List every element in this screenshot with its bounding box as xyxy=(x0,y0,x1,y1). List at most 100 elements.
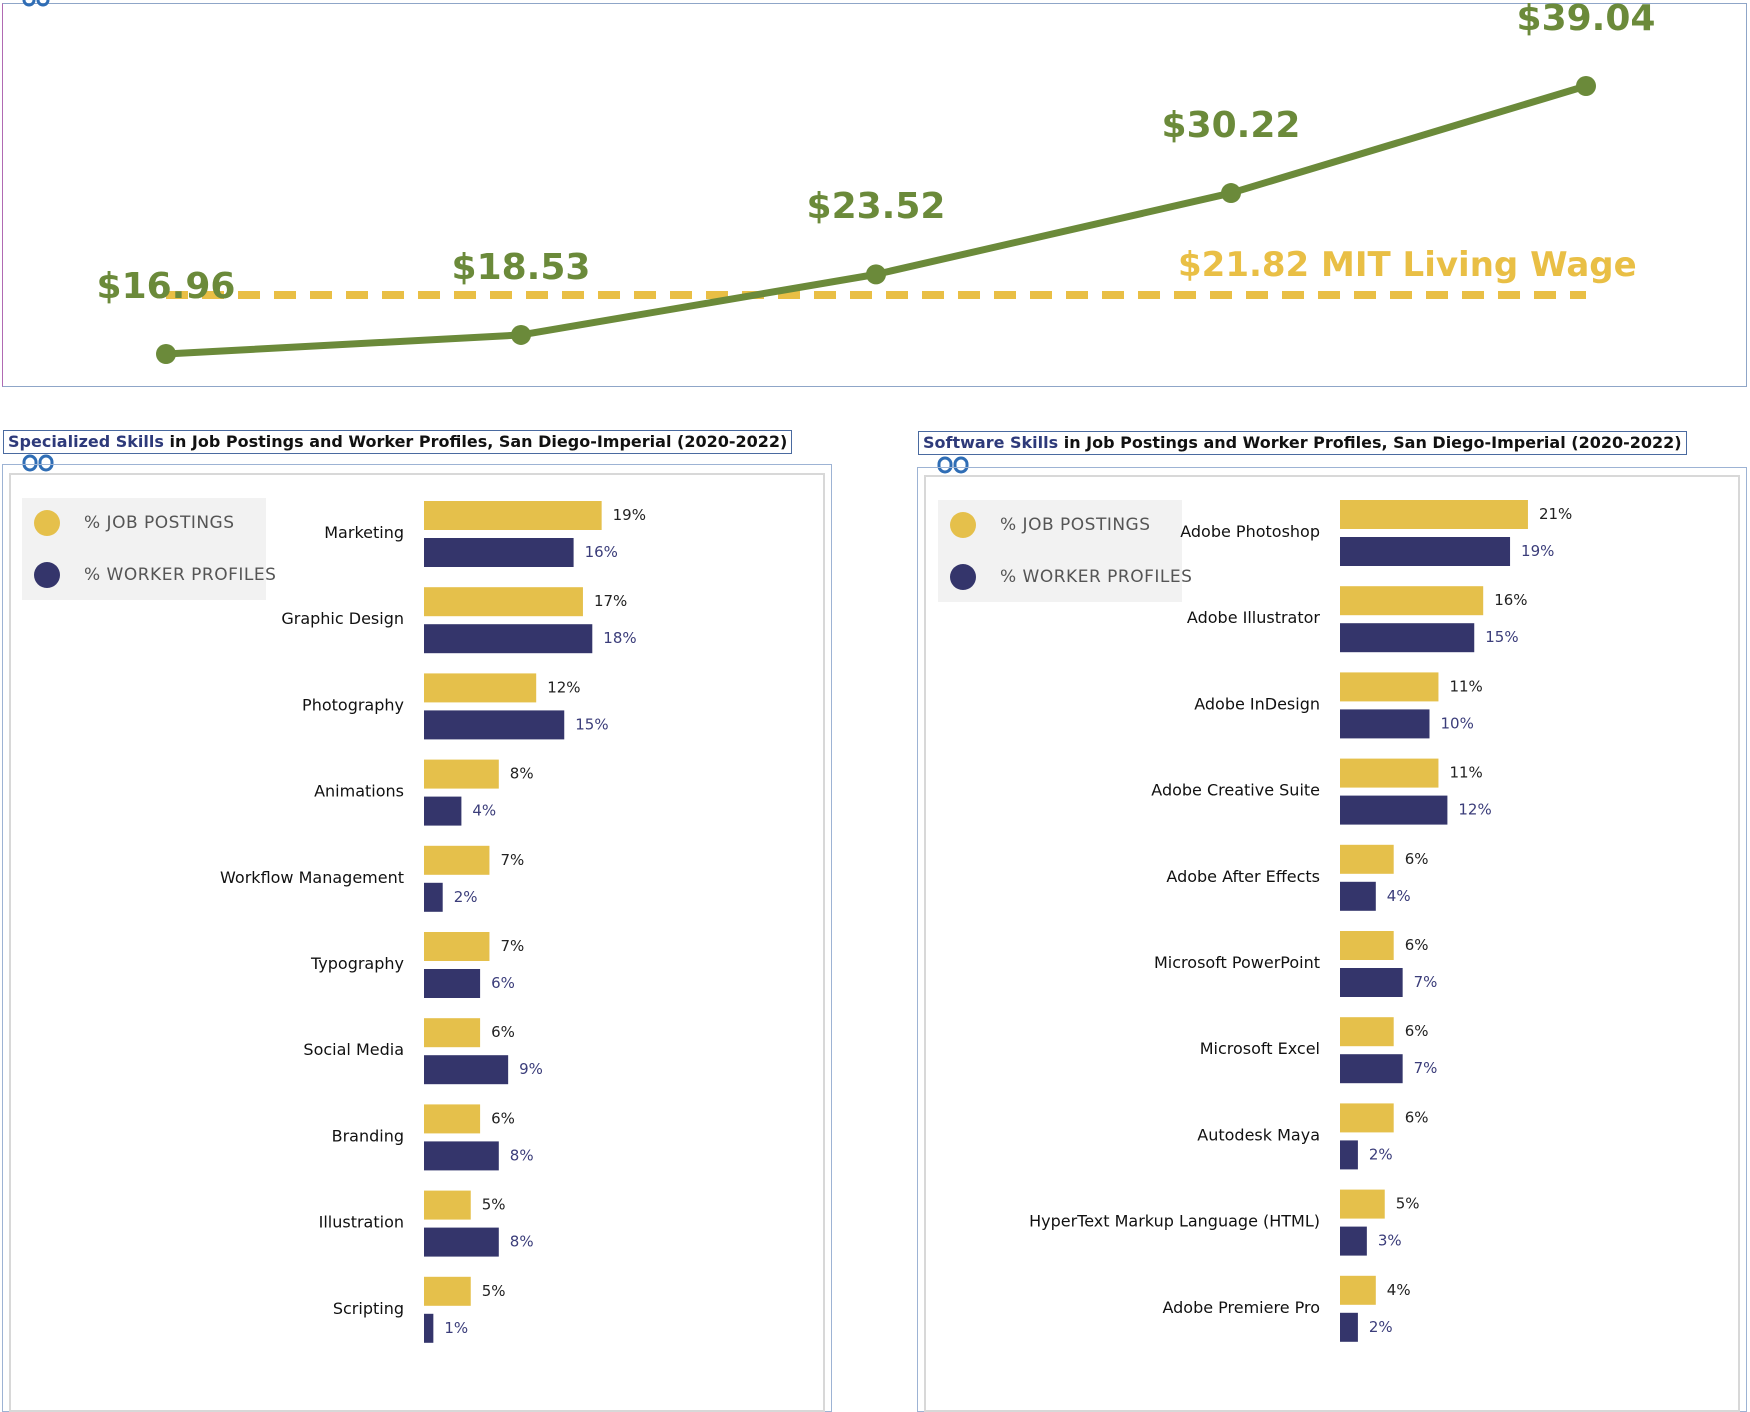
bar-value-label: 12% xyxy=(547,678,580,696)
bar-value-label: 15% xyxy=(1485,628,1518,646)
category-label: Microsoft PowerPoint xyxy=(1154,953,1320,972)
bar-worker-profiles xyxy=(1340,1312,1358,1342)
legend-item-job-postings: % JOB POSTINGS xyxy=(950,512,1151,538)
bar-value-label: 5% xyxy=(482,1282,506,1300)
bar-value-label: 16% xyxy=(585,543,618,561)
bar-value-label: 9% xyxy=(519,1060,543,1078)
legend-label-worker: % WORKER PROFILES xyxy=(1000,567,1193,587)
category-label: Adobe InDesign xyxy=(1194,694,1320,713)
category-label: Adobe Premiere Pro xyxy=(1162,1298,1320,1317)
category-label: Workflow Management xyxy=(220,868,404,887)
bar-worker-profiles xyxy=(424,624,593,654)
legend-swatch-worker xyxy=(34,562,60,588)
wage-point xyxy=(866,264,886,285)
wage-point xyxy=(156,344,176,364)
legend-swatch-worker xyxy=(950,564,976,590)
bar-value-label: 2% xyxy=(1369,1145,1393,1163)
link-icon[interactable] xyxy=(20,0,56,10)
bar-value-label: 6% xyxy=(1405,850,1429,868)
bar-value-label: 10% xyxy=(1441,714,1474,732)
category-group: Graphic Design 17% 18% xyxy=(281,587,637,654)
category-label: Typography xyxy=(310,954,404,973)
bar-value-label: 6% xyxy=(491,1023,515,1041)
bar-worker-profiles xyxy=(424,538,574,567)
legend-item-worker-profiles: % WORKER PROFILES xyxy=(34,562,276,588)
bar-worker-profiles xyxy=(424,796,462,826)
wage-data-label: $16.96 xyxy=(96,266,236,307)
category-label: Adobe Illustrator xyxy=(1187,608,1321,627)
category-label: Adobe After Effects xyxy=(1166,867,1320,886)
bar-value-label: 11% xyxy=(1449,764,1482,782)
bar-worker-profiles xyxy=(424,710,565,740)
bar-worker-profiles xyxy=(1340,709,1430,739)
bar-job-postings xyxy=(1340,586,1484,616)
bar-value-label: 4% xyxy=(1387,887,1411,905)
bar-worker-profiles xyxy=(1340,537,1511,566)
bar-job-postings xyxy=(424,845,490,875)
category-label: Photography xyxy=(302,695,404,714)
bar-value-label: 2% xyxy=(454,888,478,906)
category-group: HyperText Markup Language (HTML) 5% 3% xyxy=(1029,1189,1420,1256)
specialized-skills-title-rest: in Job Postings and Worker Profiles, San… xyxy=(163,432,788,451)
bar-value-label: 18% xyxy=(603,629,636,647)
legend-label-job: % JOB POSTINGS xyxy=(84,513,235,533)
category-group: Microsoft Excel 6% 7% xyxy=(1200,1017,1437,1084)
category-group: Social Media 6% 9% xyxy=(303,1018,543,1085)
bar-job-postings xyxy=(424,1104,481,1134)
category-group: Adobe InDesign 11% 10% xyxy=(1194,672,1483,739)
category-label: Illustration xyxy=(319,1213,404,1232)
bar-worker-profiles xyxy=(1340,795,1448,825)
bar-value-label: 19% xyxy=(1521,542,1554,560)
living-wage-label: $21.82 MIT Living Wage xyxy=(1178,245,1637,285)
bar-job-postings xyxy=(1340,1017,1394,1047)
category-label: Scripting xyxy=(333,1299,404,1318)
bar-value-label: 5% xyxy=(1396,1195,1420,1213)
category-group: Adobe Illustrator 16% 15% xyxy=(1187,586,1528,653)
bar-job-postings xyxy=(1340,931,1394,960)
category-group: Adobe Premiere Pro 4% 2% xyxy=(1162,1275,1411,1342)
specialized-bar-chart: Marketing 19% 16% Graphic Design 17% 18% Photo… xyxy=(220,501,646,1343)
legend-label-job: % JOB POSTINGS xyxy=(1000,515,1151,535)
bar-worker-profiles xyxy=(1340,623,1475,653)
category-group: Illustration 5% 8% xyxy=(319,1190,534,1257)
wage-data-label: $23.52 xyxy=(806,186,946,228)
bar-job-postings xyxy=(1340,1189,1385,1219)
category-group: Adobe After Effects 6% 4% xyxy=(1166,844,1429,911)
bar-value-label: 17% xyxy=(594,592,627,610)
category-group: Typography 7% 6% xyxy=(310,932,524,998)
wage-point xyxy=(1221,183,1241,204)
bar-value-label: 4% xyxy=(1387,1281,1411,1299)
bar-job-postings xyxy=(1340,758,1439,788)
category-group: Microsoft PowerPoint 6% 7% xyxy=(1154,931,1437,997)
legend-item-job-postings: % JOB POSTINGS xyxy=(34,510,235,536)
software-skills-title-highlight: Software Skills xyxy=(923,433,1059,452)
bar-job-postings xyxy=(424,932,490,961)
legend-swatch-job xyxy=(950,512,976,538)
legend-label-worker: % WORKER PROFILES xyxy=(84,565,277,585)
bar-job-postings xyxy=(1340,500,1528,529)
bar-worker-profiles xyxy=(1340,1140,1358,1170)
bar-job-postings xyxy=(1340,844,1394,874)
bar-value-label: 6% xyxy=(491,974,515,992)
category-label: Adobe Photoshop xyxy=(1180,522,1320,541)
specialized-panel-inner xyxy=(9,473,825,1412)
bar-worker-profiles xyxy=(1340,1054,1403,1084)
bar-worker-profiles xyxy=(1340,1226,1367,1256)
bar-worker-profiles xyxy=(424,1227,499,1257)
category-group: Adobe Photoshop 21% 19% xyxy=(1180,500,1572,566)
software-panel-inner xyxy=(924,475,1740,1412)
bar-job-postings xyxy=(424,1018,481,1048)
link-icon[interactable] xyxy=(935,456,975,476)
software-legend: % JOB POSTINGS % WORKER PROFILES xyxy=(938,500,1192,602)
bar-value-label: 15% xyxy=(575,715,608,733)
bar-job-postings xyxy=(424,759,499,789)
bar-value-label: 4% xyxy=(472,802,496,820)
wage-data-label: $18.53 xyxy=(451,246,591,288)
bar-value-label: 6% xyxy=(1405,936,1429,954)
category-label: Adobe Creative Suite xyxy=(1151,781,1320,800)
bar-worker-profiles xyxy=(424,1313,434,1343)
bar-value-label: 7% xyxy=(500,851,524,869)
bar-value-label: 21% xyxy=(1539,505,1572,523)
bar-value-label: 12% xyxy=(1458,801,1491,819)
